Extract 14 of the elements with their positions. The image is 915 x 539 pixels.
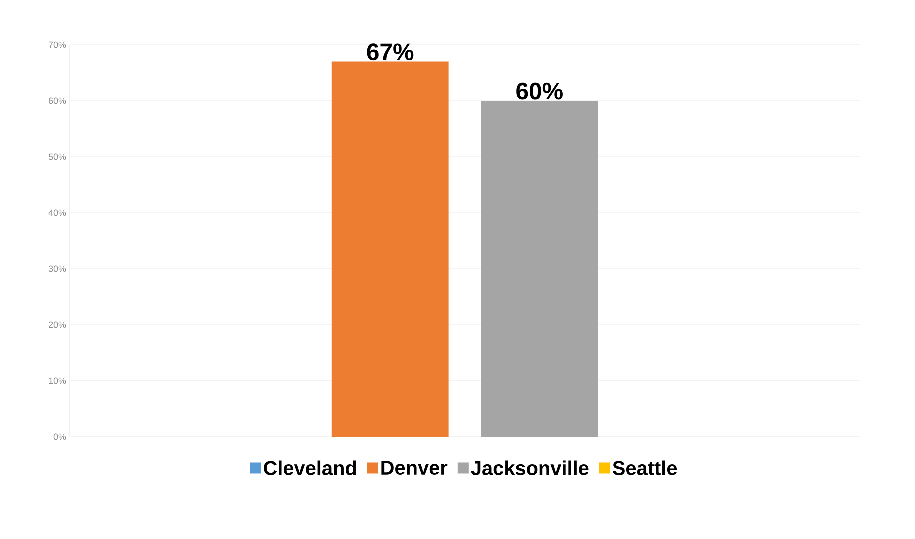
y-tick-label: 60% <box>48 98 66 104</box>
y-tick-label: 50% <box>48 154 66 160</box>
legend-label: Cleveland <box>264 460 356 476</box>
legend-label: Jacksonville <box>471 460 589 476</box>
y-tick-label: 10% <box>49 378 66 384</box>
data-label: 60% <box>516 82 563 100</box>
y-tick-label: 0% <box>54 434 66 440</box>
y-tick-label: 20% <box>48 322 66 328</box>
data-label: 67% <box>367 44 414 61</box>
legend-label: Seattle <box>612 460 678 476</box>
y-tick-label: 70% <box>48 42 66 48</box>
y-tick-label: 40% <box>48 210 66 216</box>
legend-label: Denver <box>382 461 448 476</box>
y-tick-label: 30% <box>48 266 66 272</box>
